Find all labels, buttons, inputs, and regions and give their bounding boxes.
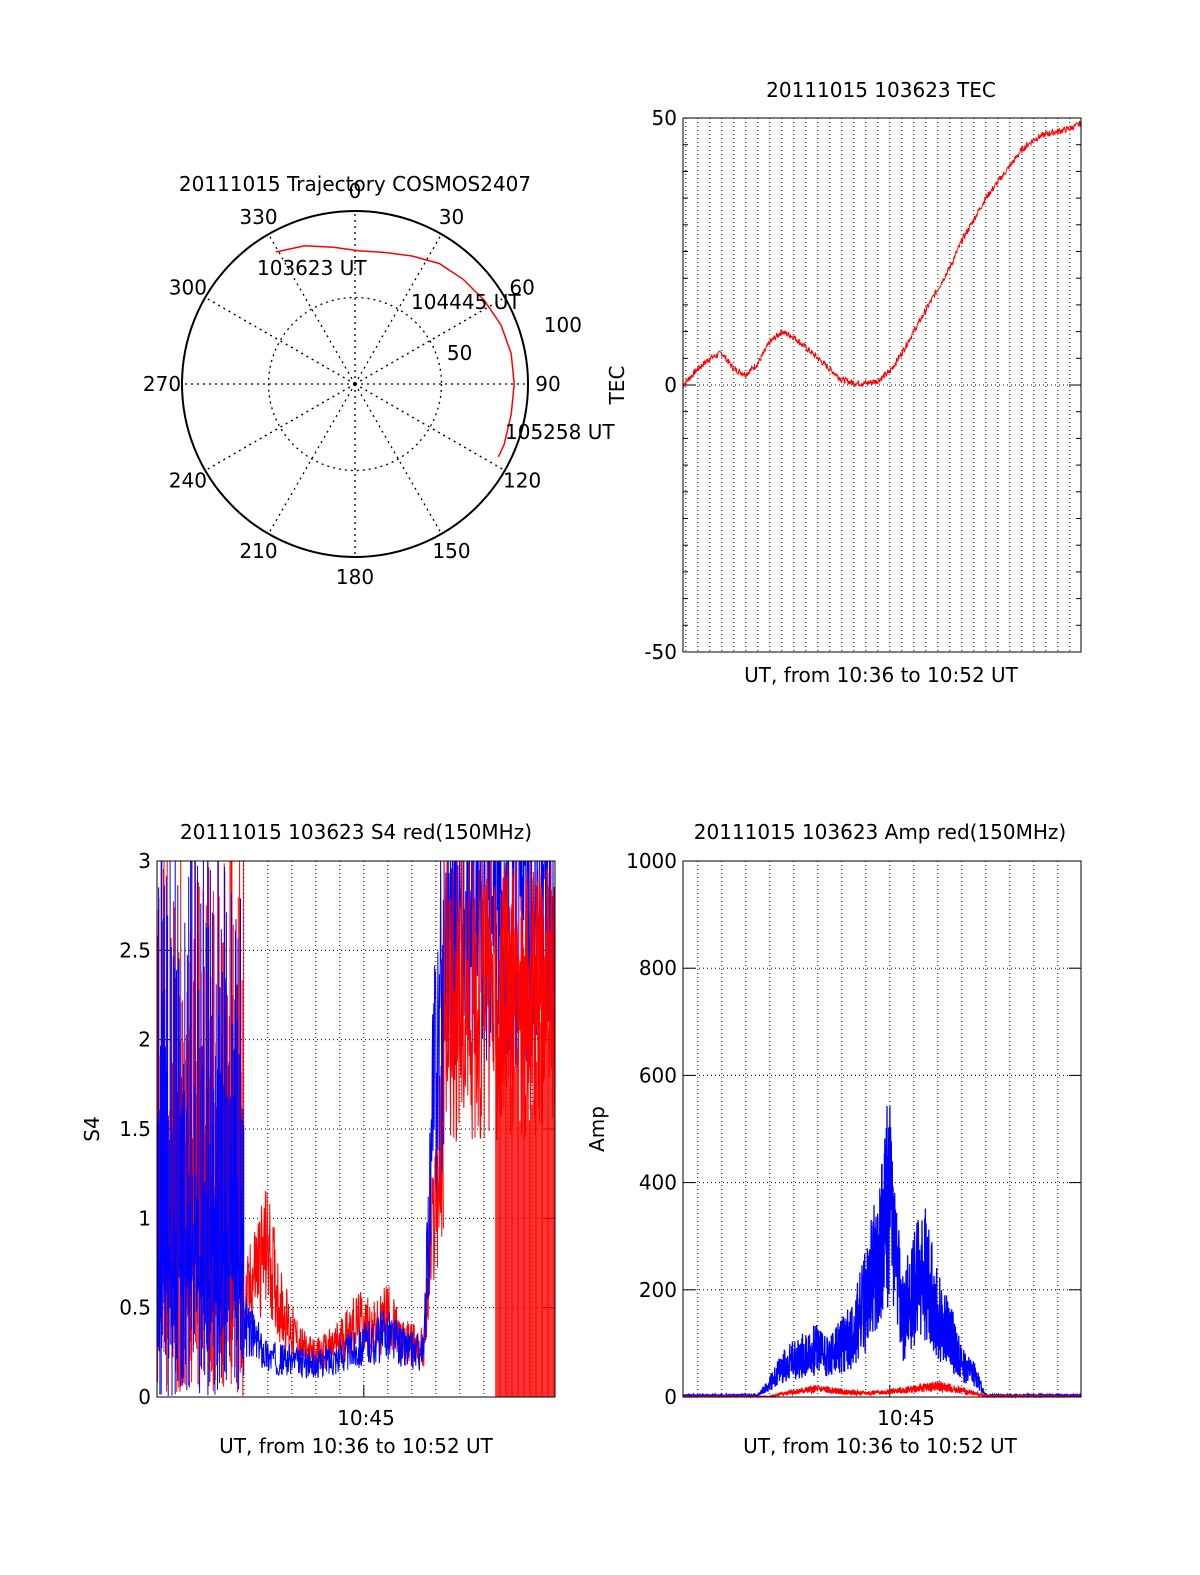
polar-panel: 20111015 Trajectory COSMOS2407 0 30 60 90 12… <box>143 172 615 589</box>
azimuth-label: 270 <box>143 372 181 396</box>
ring-label: 100 <box>544 313 582 337</box>
tec-ytick-label: -50 <box>644 640 677 664</box>
azimuth-label: 150 <box>432 539 470 563</box>
s4-panel: 20111015 103623 S4 red(150MHz) 0 0.5 1 1.5 2… <box>80 820 556 1458</box>
azimuth-label: 0 <box>349 179 362 203</box>
polar-spoke <box>204 296 356 385</box>
s4-plot <box>157 861 555 1397</box>
polar-outer-ring <box>181 210 529 558</box>
polar-grid <box>181 210 529 558</box>
s4-xlabel: UT, from 10:36 to 10:52 UT <box>219 1434 494 1458</box>
amp-ytick-label: 400 <box>639 1171 677 1195</box>
tec-title: 20111015 103623 TEC <box>766 78 996 102</box>
trajectory-mid-label: 104445 UT <box>411 290 521 314</box>
s4-title: 20111015 103623 S4 red(150MHz) <box>180 820 532 844</box>
polar-spoke <box>354 296 506 385</box>
tec-ytick-labels: -50 0 50 <box>644 106 677 664</box>
polar-ring <box>267 296 443 472</box>
amp-ytick-label: 0 <box>664 1385 677 1409</box>
polar-spoke <box>354 233 443 385</box>
azimuth-label: 330 <box>239 205 277 229</box>
amp-xlabel: UT, from 10:36 to 10:52 UT <box>743 1434 1018 1458</box>
polar-spoke <box>204 383 356 472</box>
s4-ytick-label: 2 <box>138 1028 151 1052</box>
s4-ytick-label: 1.5 <box>119 1117 151 1141</box>
tec-grid <box>683 118 1081 652</box>
polar-spoke <box>267 383 356 535</box>
tec-series-line <box>682 120 1082 389</box>
s4-xtick-label: 10:45 <box>337 1406 395 1430</box>
amp-ytick-label: 1000 <box>626 849 677 873</box>
ring-label: 50 <box>447 341 472 365</box>
polar-spoke <box>354 383 443 535</box>
azimuth-label: 180 <box>336 565 374 589</box>
azimuth-label: 210 <box>239 539 277 563</box>
amp-ytick-labels: 0 200 400 600 800 1000 <box>626 849 677 1409</box>
polar-spoke <box>354 383 506 472</box>
amp-ytick-label: 800 <box>639 956 677 980</box>
s4-ytick-label: 2.5 <box>119 938 151 962</box>
amp-plot <box>682 1105 1082 1399</box>
azimuth-label: 120 <box>503 469 541 493</box>
s4-ytick-label: 1 <box>138 1206 151 1230</box>
s4-ytick-labels: 0 0.5 1 1.5 2 2.5 3 <box>119 849 151 1409</box>
amp-red-series-line <box>683 1379 1082 1399</box>
amp-ytick-label: 200 <box>639 1278 677 1302</box>
s4-ylabel: S4 <box>80 1116 104 1141</box>
azimuth-label: 240 <box>169 469 207 493</box>
tec-ylabel: TEC <box>605 366 629 406</box>
polar-spoke <box>267 233 356 385</box>
amp-ylabel: Amp <box>585 1106 609 1152</box>
azimuth-label: 90 <box>535 372 560 396</box>
amp-frame <box>682 860 1082 1398</box>
azimuth-label: 60 <box>509 276 534 300</box>
azimuth-label: 300 <box>169 276 207 300</box>
trajectory-end-label: 105258 UT <box>505 420 615 444</box>
amp-ytick-label: 600 <box>639 1063 677 1087</box>
tec-xlabel: UT, from 10:36 to 10:52 UT <box>744 663 1019 687</box>
tec-plot <box>682 120 1082 389</box>
s4-ytick-label: 0 <box>138 1385 151 1409</box>
s4-series-layer <box>157 861 555 1397</box>
tec-ytick-label: 50 <box>652 106 677 130</box>
trajectory-start-label: 103623 UT <box>257 256 367 280</box>
polar-labels: 0 30 60 90 120 150 180 210 240 270 300 330 50 100 <box>143 179 582 589</box>
s4-ytick-label: 3 <box>138 849 151 873</box>
amp-panel: 20111015 103623 Amp red(150MHz) 0 200 400 6… <box>585 820 1082 1458</box>
s4-red-end-spikes <box>495 863 555 1397</box>
polar-trajectory <box>275 245 515 458</box>
amp-xtick-label: 10:45 <box>877 1406 935 1430</box>
tec-frame <box>682 117 1082 653</box>
s4-frame <box>156 860 556 1398</box>
amp-title: 20111015 103623 Amp red(150MHz) <box>694 820 1066 844</box>
azimuth-label: 30 <box>439 205 464 229</box>
tec-panel: 20111015 103623 TEC -50 0 50 UT, from 10:3… <box>605 78 1082 687</box>
trajectory-line <box>275 245 515 458</box>
polar-title: 20111015 Trajectory COSMOS2407 <box>179 172 531 196</box>
tec-ytick-label: 0 <box>664 373 677 397</box>
s4-blue-series-line <box>243 861 445 1379</box>
s4-ytick-label: 0.5 <box>119 1296 151 1320</box>
